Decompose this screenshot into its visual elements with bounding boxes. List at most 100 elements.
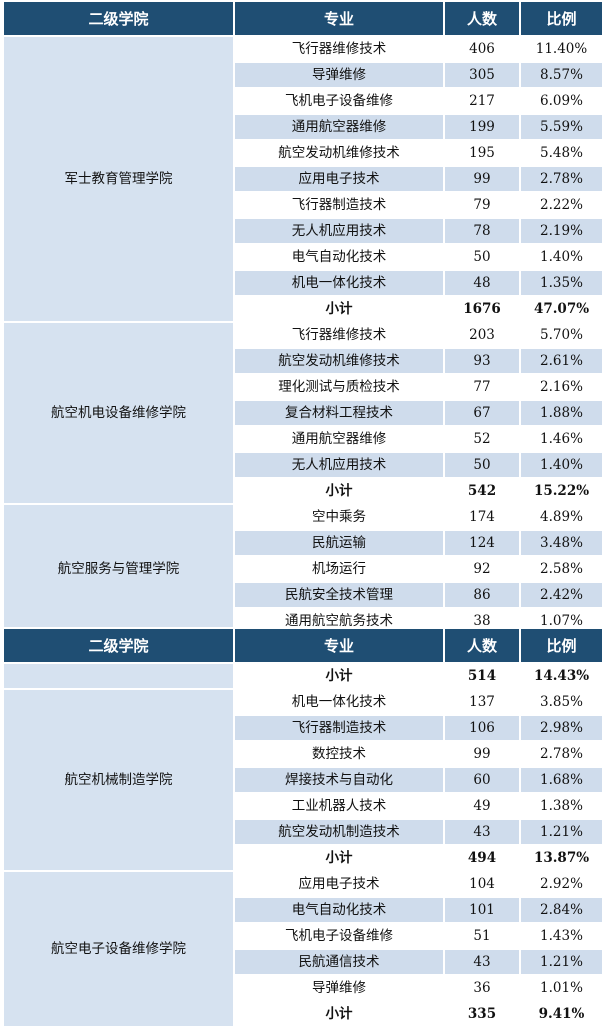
college-cell: 航空机电设备维修学院 — [2, 321, 235, 505]
ratio-cell: 6.09% — [519, 87, 604, 115]
major-cell: 小计 — [233, 844, 445, 872]
count-cell: 99 — [443, 740, 521, 768]
count-cell: 137 — [443, 688, 521, 716]
table-row: 无人机应用技术 78 2.19% — [3, 217, 604, 245]
major-cell: 电气自动化技术 — [233, 896, 445, 924]
major-cell: 导弹维修 — [233, 61, 445, 89]
table-row: 飞机电子设备维修 51 1.43% — [3, 922, 604, 950]
table-row: 电气自动化技术 101 2.84% — [3, 896, 604, 924]
table-row: 数控技术 99 2.78% — [3, 740, 604, 768]
count-cell: 104 — [443, 870, 521, 898]
count-cell: 217 — [443, 87, 521, 115]
table-body: 军士教育管理学院 飞行器维修技术 406 11.40% 导弹维修 305 8.57% 飞机电子… — [2, 35, 604, 635]
count-cell: 36 — [443, 974, 521, 1002]
table-row: 飞行器制造技术 106 2.98% — [3, 714, 604, 742]
count-cell: 93 — [443, 347, 521, 375]
major-cell: 航空发动机维修技术 — [233, 347, 445, 375]
table-header-row: 二级学院 专业 人数 比例 — [2, 0, 604, 37]
ratio-cell: 47.07% — [519, 295, 604, 323]
table-row: 军士教育管理学院 飞行器维修技术 406 11.40% — [2, 35, 604, 323]
table-row: 航空发动机维修技术 93 2.61% — [3, 347, 604, 375]
major-cell: 小计 — [233, 1000, 445, 1028]
major-cell: 飞行器维修技术 — [233, 321, 445, 349]
college-cell — [2, 662, 235, 690]
table-row: 工业机器人技术 49 1.38% — [3, 792, 604, 820]
ratio-cell: 5.70% — [519, 321, 604, 349]
count-cell: 406 — [443, 35, 521, 63]
enrollment-table-2: 二级学院 专业 人数 比例 小计 514 14.43% 航空机械制造学院 机电一体化技术… — [2, 627, 604, 1028]
count-cell: 43 — [443, 818, 521, 846]
college-cell: 军士教育管理学院 — [2, 35, 235, 323]
ratio-cell: 1.21% — [519, 818, 604, 846]
table-row: 理化测试与质检技术 77 2.16% — [3, 373, 604, 401]
ratio-cell: 2.19% — [519, 217, 604, 245]
ratio-cell: 1.38% — [519, 792, 604, 820]
ratio-cell: 1.68% — [519, 766, 604, 794]
ratio-cell: 9.41% — [519, 1000, 604, 1028]
table-row: 焊接技术与自动化 60 1.68% — [3, 766, 604, 794]
table-row: 导弹维修 36 1.01% — [3, 974, 604, 1002]
table-row: 民航通信技术 43 1.21% — [3, 948, 604, 976]
table-row: 航空机械制造学院 机电一体化技术 137 3.85% — [2, 688, 604, 872]
count-cell: 101 — [443, 896, 521, 924]
count-cell: 50 — [443, 451, 521, 479]
major-cell: 应用电子技术 — [233, 870, 445, 898]
major-cell: 飞行器维修技术 — [233, 35, 445, 63]
major-cell: 小计 — [233, 477, 445, 505]
major-cell: 数控技术 — [233, 740, 445, 768]
ratio-cell: 2.84% — [519, 896, 604, 924]
count-cell: 174 — [443, 503, 521, 531]
table-row: 通用航空器维修 199 5.59% — [3, 113, 604, 141]
header-major: 专业 — [233, 0, 445, 37]
subtotal-row: 小计 514 14.43% — [2, 662, 604, 690]
header-ratio: 比例 — [519, 627, 604, 664]
ratio-cell: 2.78% — [519, 740, 604, 768]
ratio-cell: 2.16% — [519, 373, 604, 401]
ratio-cell: 2.98% — [519, 714, 604, 742]
count-cell: 67 — [443, 399, 521, 427]
college-cell: 航空服务与管理学院 — [2, 503, 235, 635]
major-cell: 民航安全技术管理 — [233, 581, 445, 609]
count-cell: 60 — [443, 766, 521, 794]
count-cell: 77 — [443, 373, 521, 401]
table-header-row: 二级学院 专业 人数 比例 — [2, 627, 604, 664]
major-cell: 通用航空器维修 — [233, 113, 445, 141]
count-cell: 43 — [443, 948, 521, 976]
major-cell: 飞机电子设备维修 — [233, 87, 445, 115]
count-cell: 106 — [443, 714, 521, 742]
count-cell: 335 — [443, 1000, 521, 1028]
ratio-cell: 4.89% — [519, 503, 604, 531]
count-cell: 92 — [443, 555, 521, 583]
major-cell: 导弹维修 — [233, 974, 445, 1002]
count-cell: 514 — [443, 662, 521, 690]
count-cell: 305 — [443, 61, 521, 89]
major-cell: 航空发动机维修技术 — [233, 139, 445, 167]
major-cell: 应用电子技术 — [233, 165, 445, 193]
ratio-cell: 1.43% — [519, 922, 604, 950]
ratio-cell: 1.35% — [519, 269, 604, 297]
count-cell: 195 — [443, 139, 521, 167]
table-row: 航空电子设备维修学院 应用电子技术 104 2.92% — [2, 870, 604, 1028]
major-cell: 民航运输 — [233, 529, 445, 557]
ratio-cell: 2.78% — [519, 165, 604, 193]
ratio-cell: 1.01% — [519, 974, 604, 1002]
ratio-cell: 5.59% — [519, 113, 604, 141]
college-cell: 航空机械制造学院 — [2, 688, 235, 872]
major-cell: 航空发动机制造技术 — [233, 818, 445, 846]
ratio-cell: 2.42% — [519, 581, 604, 609]
major-cell: 小计 — [233, 662, 445, 690]
ratio-cell: 14.43% — [519, 662, 604, 690]
ratio-cell: 11.40% — [519, 35, 604, 63]
ratio-cell: 1.88% — [519, 399, 604, 427]
count-cell: 49 — [443, 792, 521, 820]
major-cell: 机电一体化技术 — [233, 688, 445, 716]
major-cell: 小计 — [233, 295, 445, 323]
major-cell: 工业机器人技术 — [233, 792, 445, 820]
header-college: 二级学院 — [2, 627, 235, 664]
major-cell: 通用航空器维修 — [233, 425, 445, 453]
major-cell: 飞行器制造技术 — [233, 191, 445, 219]
table-row: 通用航空器维修 52 1.46% — [3, 425, 604, 453]
header-major: 专业 — [233, 627, 445, 664]
major-cell: 理化测试与质检技术 — [233, 373, 445, 401]
count-cell: 48 — [443, 269, 521, 297]
